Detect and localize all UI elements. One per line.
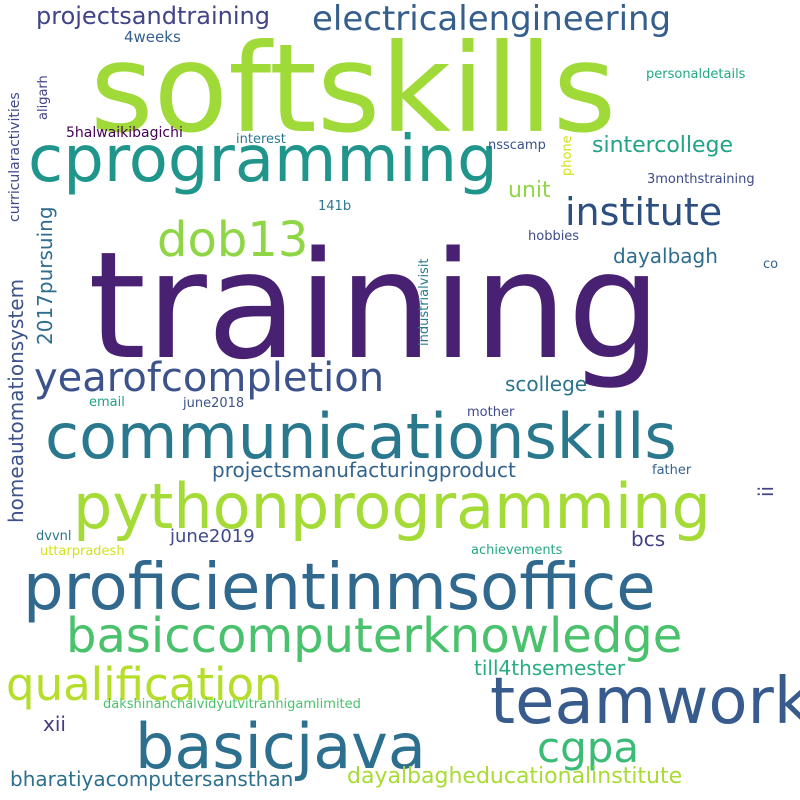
word-phone: phone (560, 135, 575, 176)
word-curricularactivities: curricularactivities (7, 92, 23, 222)
word-projectsmanufacturingproduct: projectsmanufacturingproduct (212, 458, 516, 482)
word-proficientinmsoffice: proficientinmsoffice (23, 551, 656, 625)
word-personaldetails: personaldetails (646, 67, 746, 82)
word-nsscamp: nsscamp (488, 138, 546, 153)
word-scollege: scollege (505, 372, 588, 396)
word-dayalbagh: dayalbagh (613, 244, 718, 268)
word-cprogramming: cprogramming (28, 123, 498, 197)
word-sintercollege: sintercollege (592, 133, 734, 158)
word-training: training (88, 220, 662, 392)
word-june2018: june2018 (183, 396, 245, 411)
word-achievements: achievements (471, 543, 563, 558)
word-homeautomationsystem: homeautomationsystem (4, 278, 28, 523)
word-5halwaikibagichi: 5halwaikibagichi (66, 125, 183, 141)
word-projectsandtraining: projectsandtraining (36, 2, 270, 30)
word-141b: 141b (318, 199, 352, 214)
word-2017pursuing: 2017pursuing (33, 206, 57, 345)
word-father: father (652, 463, 692, 478)
word-dakshinanchalvidyutvitrannigamlimited: dakshinanchalvidyutvitrannigamlimited (103, 697, 361, 712)
word-bcs: bcs (631, 527, 666, 551)
word-xii: xii (43, 712, 66, 736)
word-mother: mother (467, 405, 515, 420)
word-teamwork: teamwork (490, 665, 800, 739)
word-interest: interest (236, 132, 286, 147)
word-uttarpradesh: uttarpradesh (40, 544, 125, 559)
word-pythonprogramming: pythonprogramming (73, 470, 711, 543)
word-till4thsemester: till4thsemester (474, 656, 626, 680)
word-co: co (763, 257, 779, 272)
word-dob13: dob13 (157, 212, 309, 268)
word-unit: unit (508, 178, 551, 203)
word-aligarh: aligarh (36, 75, 51, 120)
word-institute: institute (565, 190, 723, 234)
word-hobbies: hobbies (528, 229, 580, 244)
word-communicationskills: communicationskills (45, 400, 677, 473)
word-qualification: qualification (6, 658, 283, 711)
word-industrialvisit: industrialvisit (417, 258, 432, 346)
word-softskills: softskills (90, 18, 617, 160)
word-4weeks: 4weeks (124, 28, 181, 46)
word-ii: ii (754, 485, 778, 497)
word-cgpa: cgpa (537, 723, 640, 772)
word-dayalbagheducationalinstitute: dayalbagheducationalinstitute (347, 764, 683, 789)
word-yearofcompletion: yearofcompletion (34, 355, 385, 401)
word-bharatiyacomputersansthan: bharatiyacomputersansthan (10, 767, 294, 791)
word-3monthstraining: 3monthstraining (647, 172, 755, 187)
word-email: email (89, 395, 125, 410)
word-dvvnl: dvvnl (36, 529, 72, 544)
word-basicjava: basicjava (135, 710, 426, 783)
word-june2019: june2019 (170, 526, 255, 547)
word-basiccomputerknowledge: basiccomputerknowledge (66, 608, 683, 664)
word-electricalengineering: electricalengineering (312, 0, 672, 39)
